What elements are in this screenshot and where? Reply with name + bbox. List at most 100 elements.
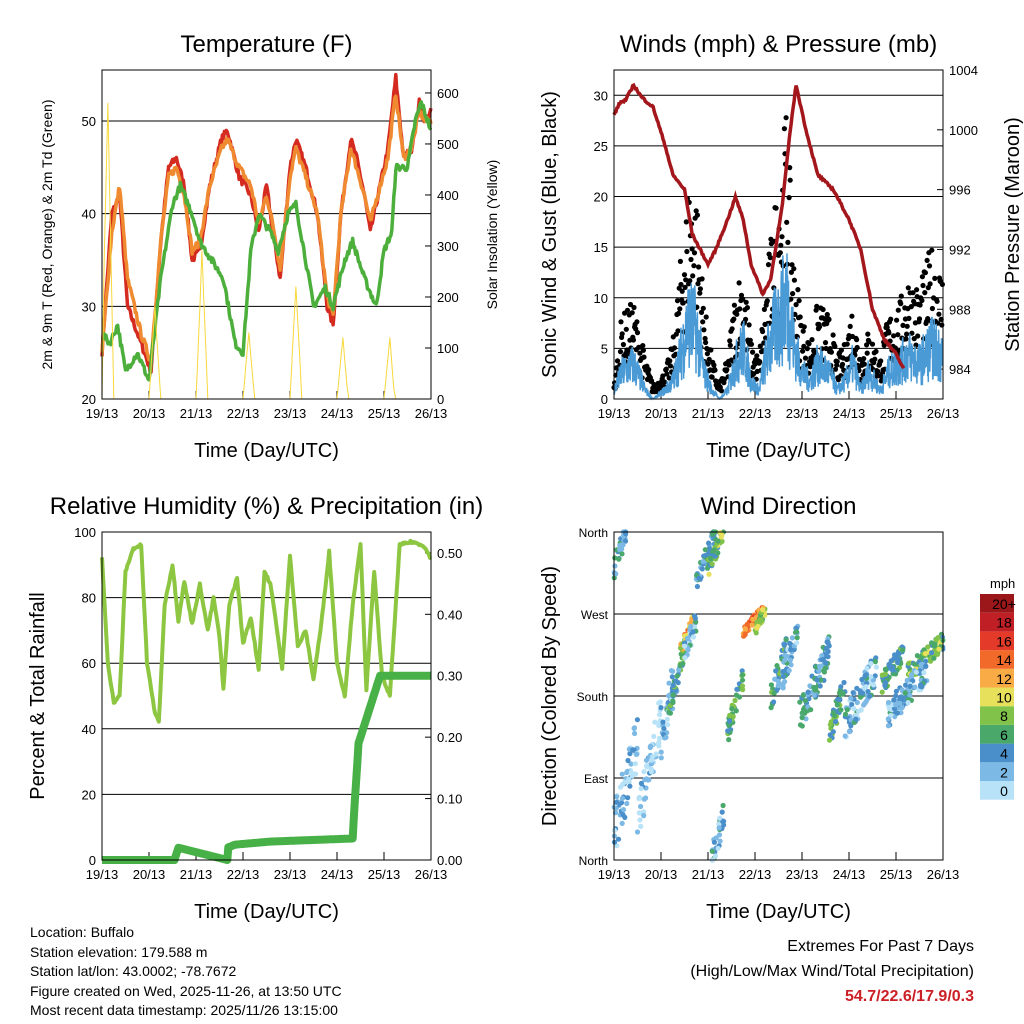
direction-point: [850, 690, 856, 696]
direction-point: [838, 707, 844, 713]
direction-point: [879, 689, 885, 695]
gust-point: [690, 273, 696, 279]
gust-point: [905, 285, 911, 291]
legend-swatch: [980, 668, 1014, 688]
x-tick-label: 22/13: [739, 406, 772, 421]
direction-point: [670, 699, 676, 706]
direction-point: [706, 545, 713, 552]
gust-point: [679, 288, 685, 294]
legend-label: 14: [996, 652, 1012, 668]
recent-text: Most recent data timestamp: 2025/11/26 1…: [30, 1002, 338, 1018]
x-tick-label: 25/13: [880, 867, 913, 882]
legend-swatch: [980, 631, 1014, 651]
direction-point: [636, 810, 642, 816]
legend-swatch: [980, 612, 1014, 632]
gust-point: [900, 322, 906, 328]
gust-point: [641, 354, 647, 360]
legend-swatch: [980, 762, 1014, 781]
gust-point: [681, 272, 688, 278]
direction-point: [622, 779, 628, 785]
direction-point: [903, 682, 909, 688]
gust-point: [627, 301, 634, 308]
direction-point: [726, 737, 732, 743]
gust-point: [667, 363, 674, 369]
extremes-title: Extremes For Past 7 Days: [787, 938, 974, 955]
direction-point: [868, 674, 874, 680]
direction-point: [838, 684, 844, 690]
direction-point: [702, 547, 708, 553]
y-tick-label: 100: [74, 525, 96, 540]
gust-point: [731, 302, 738, 308]
legend-label: 10: [996, 690, 1012, 706]
direction-point: [906, 660, 912, 666]
gust-point: [849, 313, 855, 319]
x-tick-label: 23/13: [274, 406, 307, 421]
direction-point: [661, 726, 667, 732]
gust-point: [757, 359, 763, 365]
gust-point: [873, 348, 879, 355]
direction-point: [715, 538, 721, 544]
gust-point: [697, 286, 704, 292]
gust-point: [789, 262, 795, 268]
legend-label: 12: [996, 671, 1012, 687]
direction-point: [871, 682, 877, 688]
gust-point: [760, 328, 766, 335]
direction-point: [625, 795, 631, 801]
direction-point: [862, 700, 868, 706]
direction-point: [665, 722, 671, 728]
x-tick-label: 20/13: [133, 406, 166, 421]
direction-point: [907, 692, 913, 698]
direction-point: [712, 853, 719, 859]
legend-label: 16: [996, 633, 1012, 649]
direction-point: [784, 653, 790, 659]
direction-point: [821, 669, 828, 675]
gust-point: [929, 247, 935, 253]
gust-point: [916, 316, 923, 322]
gust-point: [922, 290, 928, 296]
legend-label: 18: [996, 615, 1012, 631]
direction-point: [918, 661, 925, 668]
direction-point: [856, 708, 862, 714]
chart-title: Temperature (F): [180, 31, 352, 58]
direction-point: [750, 616, 756, 623]
gust-point: [746, 322, 752, 328]
direction-point: [749, 622, 755, 628]
gust-point: [747, 337, 753, 343]
direction-point: [872, 659, 879, 665]
x-tick-label: 20/13: [645, 406, 678, 421]
legend-label: 20+: [992, 596, 1016, 612]
gust-point: [629, 310, 635, 316]
y-tick-label-right: 0.50: [437, 546, 462, 561]
gust-point: [699, 276, 705, 282]
gust-point: [724, 367, 730, 373]
gust-point: [631, 304, 637, 311]
chart-title: Relative Humidity (%) & Precipitation (i…: [50, 493, 483, 520]
direction-point: [648, 766, 654, 772]
direction-point: [680, 660, 686, 667]
direction-point: [872, 673, 878, 679]
direction-point: [892, 714, 898, 720]
gust-point: [817, 324, 823, 330]
gust-point: [684, 248, 690, 255]
direction-point: [794, 635, 800, 641]
direction-point: [658, 749, 664, 755]
plot-area: [100, 72, 433, 400]
direction-point: [651, 733, 657, 740]
gust-point: [700, 319, 706, 325]
direction-point: [744, 621, 750, 627]
direction-point: [708, 555, 714, 562]
direction-point: [783, 637, 789, 643]
gust-point: [634, 319, 640, 325]
gust-point: [663, 366, 669, 372]
y-tick-label: East: [584, 772, 609, 786]
direction-point: [912, 661, 918, 667]
gust-point: [861, 356, 867, 362]
x-axis-label: Time (Day/UTC): [706, 901, 851, 923]
direction-point: [669, 674, 675, 680]
direction-point: [817, 663, 823, 670]
direction-point: [658, 705, 664, 711]
gust-point: [683, 219, 689, 225]
direction-point: [820, 657, 826, 663]
y-tick-label: 20: [82, 392, 96, 407]
gust-point: [704, 351, 711, 357]
